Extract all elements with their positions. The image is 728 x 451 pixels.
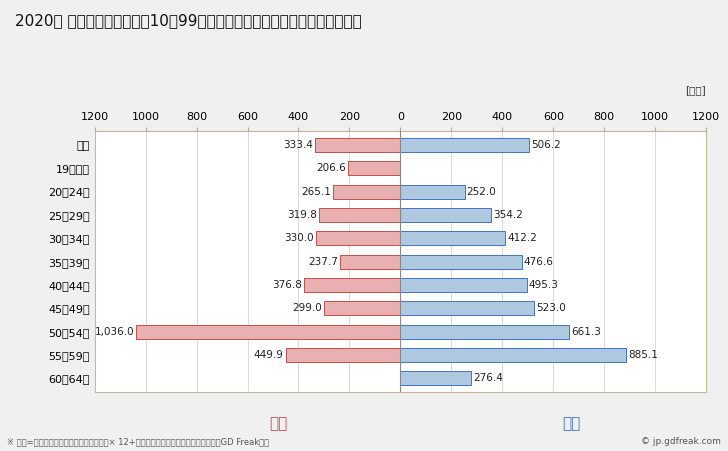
Text: 1,036.0: 1,036.0 <box>95 327 135 336</box>
Text: 412.2: 412.2 <box>507 233 537 243</box>
Text: 206.6: 206.6 <box>316 163 346 173</box>
Text: 449.9: 449.9 <box>254 350 284 360</box>
Bar <box>400 325 569 339</box>
Text: 276.4: 276.4 <box>473 373 503 383</box>
Text: 2020年 民間企業（従業者数10～99人）フルタイム労働者の男女別平均年収: 2020年 民間企業（従業者数10～99人）フルタイム労働者の男女別平均年収 <box>15 14 361 28</box>
Text: 男性: 男性 <box>563 416 581 432</box>
Text: 265.1: 265.1 <box>301 187 331 197</box>
Bar <box>333 184 400 198</box>
Bar <box>304 278 400 292</box>
Text: 476.6: 476.6 <box>524 257 554 267</box>
Bar <box>400 138 529 152</box>
Text: 319.8: 319.8 <box>287 210 317 220</box>
Bar <box>400 231 505 245</box>
Bar <box>400 348 626 362</box>
Bar <box>400 278 526 292</box>
Text: 523.0: 523.0 <box>536 303 566 313</box>
Bar <box>319 208 400 222</box>
Text: 506.2: 506.2 <box>531 140 561 150</box>
Bar <box>400 254 522 269</box>
Bar <box>348 161 400 175</box>
Text: 333.4: 333.4 <box>283 140 314 150</box>
Text: 252.0: 252.0 <box>467 187 496 197</box>
Text: 495.3: 495.3 <box>529 280 558 290</box>
Text: 661.3: 661.3 <box>571 327 601 336</box>
Text: 354.2: 354.2 <box>493 210 523 220</box>
Bar <box>400 301 534 315</box>
Bar <box>400 184 464 198</box>
Text: 330.0: 330.0 <box>285 233 314 243</box>
Bar <box>324 301 400 315</box>
Text: © jp.gdfreak.com: © jp.gdfreak.com <box>641 437 721 446</box>
Bar <box>315 138 400 152</box>
Bar <box>286 348 400 362</box>
Text: 885.1: 885.1 <box>628 350 658 360</box>
Text: 299.0: 299.0 <box>293 303 323 313</box>
Text: [万円]: [万円] <box>685 85 706 95</box>
Text: 女性: 女性 <box>269 416 288 432</box>
Bar <box>340 254 400 269</box>
Text: ※ 年収=「きまって支給する現金給与額」× 12+「年間賞与その他特別給与額」としてGD Freak推計: ※ 年収=「きまって支給する現金給与額」× 12+「年間賞与その他特別給与額」と… <box>7 437 269 446</box>
Text: 237.7: 237.7 <box>308 257 338 267</box>
Text: 376.8: 376.8 <box>272 280 302 290</box>
Bar <box>400 208 491 222</box>
Bar <box>316 231 400 245</box>
Bar <box>136 325 400 339</box>
Bar <box>400 371 471 385</box>
